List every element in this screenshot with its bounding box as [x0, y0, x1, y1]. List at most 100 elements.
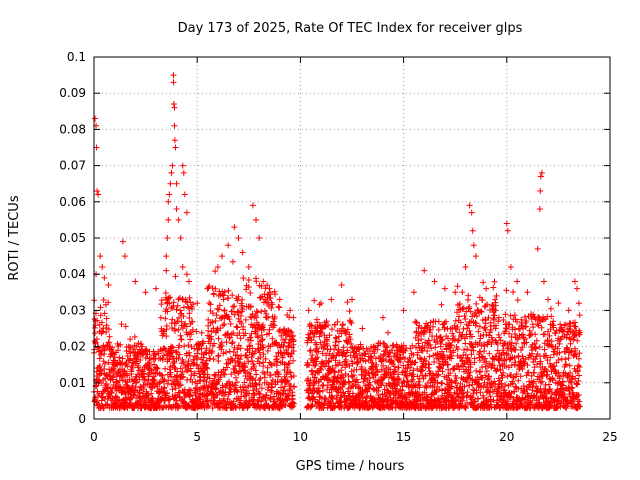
data-point: [537, 187, 544, 194]
data-point: [216, 302, 223, 309]
data-point: [356, 346, 363, 353]
data-point: [545, 342, 552, 349]
data-point: [98, 397, 105, 404]
data-point: [328, 296, 335, 303]
data-point: [215, 352, 222, 359]
data-point: [575, 377, 582, 384]
data-point: [236, 330, 243, 337]
data-point: [224, 330, 231, 337]
data-point: [413, 328, 420, 335]
data-point: [396, 375, 403, 382]
data-point: [316, 388, 323, 395]
data-point: [163, 267, 170, 274]
data-point: [161, 345, 168, 352]
data-point: [497, 337, 504, 344]
data-point: [565, 355, 572, 362]
data-point: [308, 336, 315, 343]
data-point: [459, 397, 466, 404]
data-point: [91, 324, 98, 331]
data-point: [392, 385, 399, 392]
data-point: [473, 389, 480, 396]
data-point: [435, 371, 442, 378]
data-point: [108, 389, 115, 396]
data-point: [261, 307, 268, 314]
data-point: [409, 376, 416, 383]
data-point: [410, 289, 417, 296]
data-point: [394, 376, 401, 383]
data-point: [164, 390, 171, 397]
data-point: [179, 263, 186, 270]
data-point: [230, 348, 237, 355]
data-point: [287, 353, 294, 360]
data-point: [215, 306, 222, 313]
data-point: [487, 384, 494, 391]
data-point: [340, 344, 347, 351]
data-point: [258, 398, 265, 405]
data-point: [129, 359, 136, 366]
data-point: [504, 227, 511, 234]
data-point: [288, 329, 295, 336]
data-point: [103, 371, 110, 378]
data-point: [200, 377, 207, 384]
data-point: [514, 318, 521, 325]
data-point: [189, 326, 196, 333]
data-point: [220, 350, 227, 357]
data-point: [290, 348, 297, 355]
data-point: [567, 369, 574, 376]
data-point: [503, 363, 510, 370]
data-point: [194, 362, 201, 369]
data-point: [106, 339, 113, 346]
data-point: [203, 378, 210, 385]
data-point: [218, 339, 225, 346]
data-point: [574, 368, 581, 375]
data-point: [162, 365, 169, 372]
data-point: [290, 357, 297, 364]
data-point: [167, 294, 174, 301]
data-point: [220, 292, 227, 299]
data-point: [509, 380, 516, 387]
data-point: [475, 328, 482, 335]
data-point: [505, 321, 512, 328]
data-point: [412, 344, 419, 351]
data-point: [253, 371, 260, 378]
data-point: [425, 337, 432, 344]
data-point: [403, 373, 410, 380]
data-point: [175, 326, 182, 333]
data-point: [208, 336, 215, 343]
data-point: [410, 367, 417, 374]
data-point: [260, 278, 267, 285]
data-point: [261, 374, 268, 381]
data-point: [272, 291, 279, 298]
x-tick-label: 5: [193, 430, 201, 444]
data-point: [209, 405, 216, 412]
data-point: [544, 336, 551, 343]
data-point: [142, 355, 149, 362]
data-point: [460, 304, 467, 311]
data-point: [539, 373, 546, 380]
data-point: [128, 368, 135, 375]
data-point: [163, 253, 170, 260]
data-point: [511, 312, 518, 319]
data-point: [431, 278, 438, 285]
data-point: [142, 289, 149, 296]
data-point: [203, 345, 210, 352]
data-point: [547, 305, 554, 312]
data-point: [271, 322, 278, 329]
data-point: [555, 356, 562, 363]
data-point: [450, 335, 457, 342]
data-point: [483, 368, 490, 375]
data-point: [291, 400, 298, 407]
data-point: [210, 291, 217, 298]
data-point: [184, 361, 191, 368]
data-point: [474, 381, 481, 388]
data-point: [477, 308, 484, 315]
data-point: [323, 318, 330, 325]
data-point: [438, 348, 445, 355]
data-point: [95, 400, 102, 407]
data-point: [98, 370, 105, 377]
data-point: [498, 383, 505, 390]
data-point: [547, 354, 554, 361]
data-point: [173, 206, 180, 213]
data-point: [148, 390, 155, 397]
data-point: [481, 348, 488, 355]
